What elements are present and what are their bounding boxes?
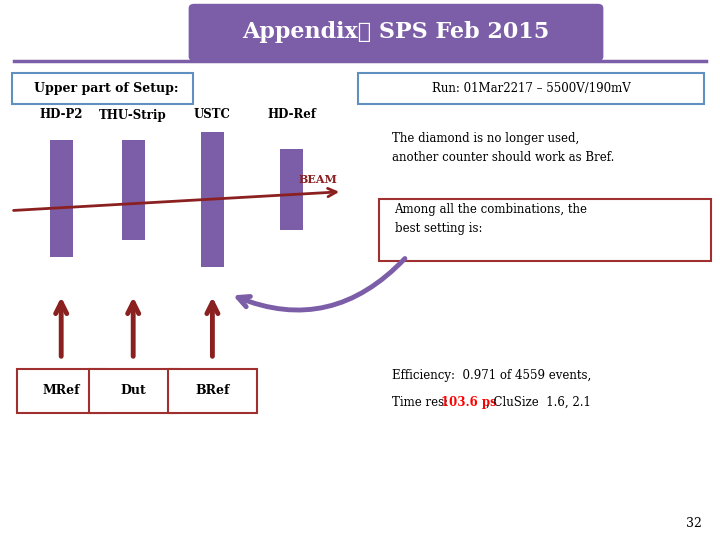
Text: HD-P2: HD-P2 [40, 109, 83, 122]
FancyBboxPatch shape [89, 369, 178, 413]
Text: 32: 32 [686, 517, 702, 530]
FancyBboxPatch shape [168, 369, 257, 413]
Bar [201, 132, 224, 267]
Text: Appendix： SPS Feb 2015: Appendix： SPS Feb 2015 [243, 22, 549, 43]
Text: Time res:: Time res: [392, 396, 452, 409]
Text: Upper part of Setup:: Upper part of Setup: [34, 82, 179, 95]
Text: MRef: MRef [42, 384, 80, 397]
Text: , CluSize  1.6, 2.1: , CluSize 1.6, 2.1 [486, 396, 591, 409]
Text: HD-Ref: HD-Ref [267, 109, 316, 122]
Text: THU-Strip: THU-Strip [99, 109, 167, 122]
Bar [50, 140, 73, 256]
FancyBboxPatch shape [17, 369, 106, 413]
Bar [280, 148, 303, 230]
Text: USTC: USTC [194, 109, 231, 122]
FancyBboxPatch shape [358, 73, 704, 104]
Text: Run: 01Mar2217 – 5500V/190mV: Run: 01Mar2217 – 5500V/190mV [431, 82, 631, 95]
Text: Among all the combinations, the
best setting is:: Among all the combinations, the best set… [395, 202, 588, 235]
Text: 103.6 ps: 103.6 ps [441, 396, 497, 409]
Text: Efficiency:  0.971 of 4559 events,: Efficiency: 0.971 of 4559 events, [392, 369, 592, 382]
Bar [122, 140, 145, 240]
FancyBboxPatch shape [379, 199, 711, 261]
FancyBboxPatch shape [189, 4, 603, 61]
Text: Dut: Dut [120, 384, 146, 397]
Text: BEAM: BEAM [299, 174, 338, 185]
FancyBboxPatch shape [12, 73, 193, 104]
Text: The diamond is no longer used,
another counter should work as Bref.: The diamond is no longer used, another c… [392, 132, 615, 164]
Text: BRef: BRef [195, 384, 230, 397]
